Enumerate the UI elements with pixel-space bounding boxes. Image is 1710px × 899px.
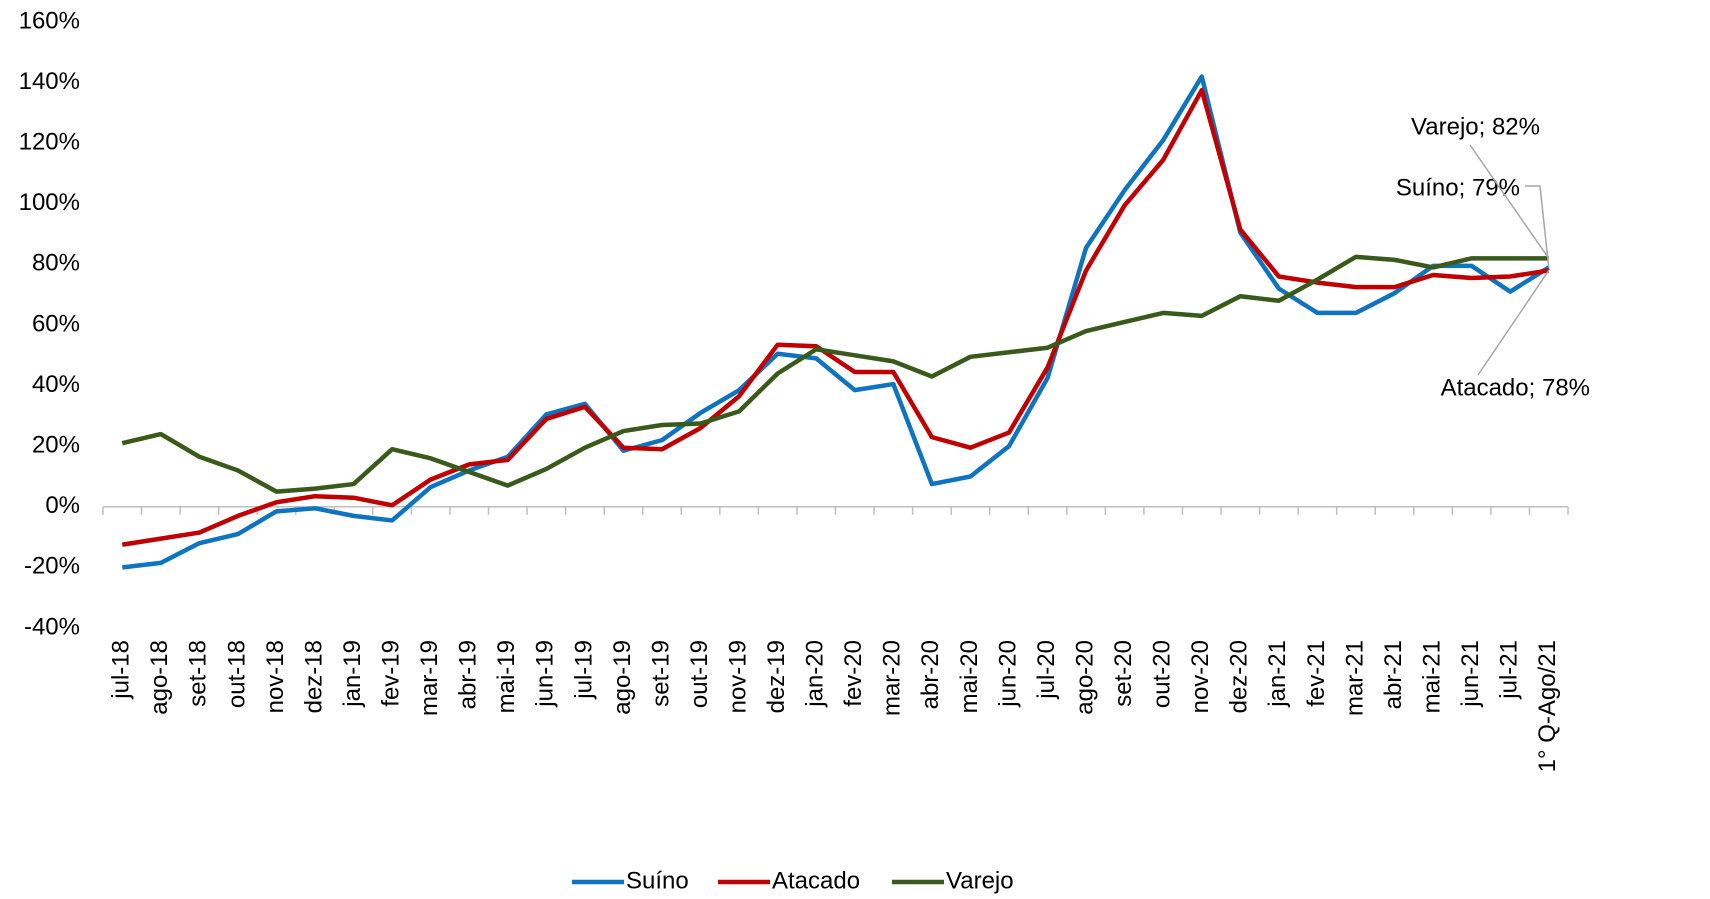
x-tick-label: jun-20 — [994, 640, 1021, 708]
y-tick-label: -40% — [24, 613, 80, 640]
x-tick-label: fev-20 — [840, 640, 867, 707]
legend-label: Suíno — [626, 867, 689, 894]
x-tick-label: nov-18 — [262, 640, 289, 713]
y-tick-label: 100% — [19, 189, 80, 216]
x-tick-label: out-19 — [686, 640, 713, 708]
y-tick-label: 140% — [19, 68, 80, 95]
x-tick-label: jan-21 — [1264, 640, 1291, 708]
x-tick-label: 1° Q-Ago/21 — [1534, 640, 1561, 772]
x-tick-label: mar-20 — [879, 640, 906, 716]
series-line — [122, 74, 1550, 570]
y-tick-label: 20% — [32, 432, 80, 459]
x-tick-label: mai-20 — [956, 640, 983, 713]
leader-line — [1525, 185, 1550, 268]
leader-line — [1477, 270, 1550, 376]
x-tick-label: set-19 — [647, 640, 674, 707]
series-line — [121, 87, 1550, 547]
y-tick-label: 60% — [32, 310, 80, 337]
x-tick-label: mar-19 — [416, 640, 443, 716]
series-line — [121, 254, 1549, 494]
y-tick-label: -20% — [24, 553, 80, 580]
legend-label: Varejo — [946, 867, 1014, 894]
x-tick-label: jun-19 — [532, 640, 559, 708]
x-tick-label: jun-21 — [1457, 640, 1484, 708]
x-tick-label: jul-20 — [1033, 640, 1060, 700]
x-tick-label: jul-18 — [108, 640, 135, 700]
legend-label: Atacado — [772, 867, 860, 894]
x-tick-label: fev-21 — [1303, 640, 1330, 707]
x-tick-label: ago-18 — [146, 640, 173, 715]
x-tick-label: set-18 — [185, 640, 212, 707]
y-tick-label: 40% — [32, 371, 80, 398]
y-tick-label: 160% — [19, 7, 80, 34]
x-tick-label: mai-21 — [1418, 640, 1445, 713]
x-tick-label: nov-19 — [724, 640, 751, 713]
y-tick-label: 80% — [32, 250, 80, 277]
x-tick-label: mar-21 — [1341, 640, 1368, 716]
x-tick-label: jan-20 — [802, 640, 829, 708]
x-tick-label: nov-20 — [1187, 640, 1214, 713]
x-tick-label: abr-21 — [1380, 640, 1407, 709]
x-tick-label: ago-19 — [609, 640, 636, 715]
x-tick-label: dez-19 — [763, 640, 790, 713]
x-tick-label: jul-21 — [1496, 640, 1523, 700]
x-tick-label: out-20 — [1149, 640, 1176, 708]
x-tick-label: dez-20 — [1226, 640, 1253, 713]
x-tick-label: set-20 — [1110, 640, 1137, 707]
y-tick-label: 0% — [45, 492, 80, 519]
x-tick-label: abr-20 — [917, 640, 944, 709]
x-tick-label: dez-18 — [300, 640, 327, 713]
data-label: Varejo; 82% — [1411, 113, 1540, 140]
x-tick-label: jan-19 — [339, 640, 366, 708]
data-label: Atacado; 78% — [1441, 374, 1590, 401]
x-tick-label: out-18 — [223, 640, 250, 708]
leader-line — [1469, 144, 1550, 259]
data-label: Suíno; 79% — [1396, 174, 1520, 201]
x-tick-label: mai-19 — [493, 640, 520, 713]
y-tick-label: 120% — [19, 129, 80, 156]
x-tick-label: ago-20 — [1071, 640, 1098, 715]
x-tick-label: fev-19 — [377, 640, 404, 707]
x-tick-label: jul-19 — [570, 640, 597, 700]
x-tick-label: abr-19 — [455, 640, 482, 709]
